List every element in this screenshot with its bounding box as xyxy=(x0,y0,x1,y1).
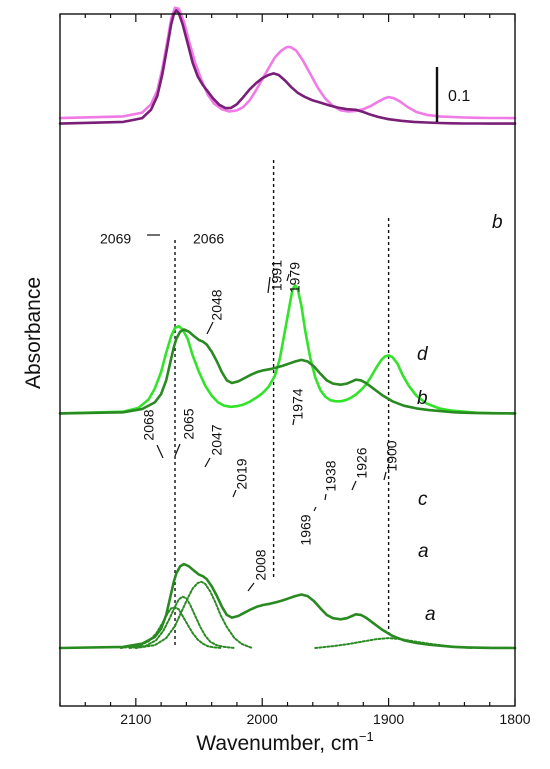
peak-label-2066: 2066 xyxy=(193,231,224,247)
x-tick-label: 1800 xyxy=(499,711,530,727)
x-axis-title-text: Wavenumber, cm xyxy=(196,732,359,755)
peak-label-1969: 1969 xyxy=(298,514,314,545)
peak-label-1991: 1991 xyxy=(269,260,285,291)
peak-leader-2065 xyxy=(174,443,181,457)
axis-group: 2100 2000 1900 1800 xyxy=(59,13,531,727)
series-line-d xyxy=(58,6,517,120)
x-tick-label: 2000 xyxy=(247,711,278,727)
peak-label-2069: 2069 xyxy=(100,231,131,247)
peak-label-2048: 2048 xyxy=(209,289,225,320)
peak-leader-2008 xyxy=(247,582,255,592)
peak-leader-1979 xyxy=(286,273,290,282)
series-line-a-bottom-fit1 xyxy=(119,606,223,649)
trace-letter-b: b xyxy=(417,388,428,409)
peak-leader-1900 xyxy=(383,471,387,481)
peak-leader-1991 xyxy=(267,276,271,294)
scale-bar: 0.1 xyxy=(435,67,470,122)
series-line-a-mid xyxy=(58,328,517,415)
series-line-a-bottom-fit4 xyxy=(314,637,472,649)
scale-bar-label: 0.1 xyxy=(448,88,470,105)
peak-leader-2047 xyxy=(204,457,211,468)
peak-label-1938: 1938 xyxy=(323,460,339,491)
peak-leader-1938 xyxy=(324,493,327,501)
series-line-b xyxy=(58,9,517,125)
series-line-a-bottom-fit2 xyxy=(128,595,236,649)
peak-label-2068: 2068 xyxy=(141,409,157,440)
peak-label-1979: 1979 xyxy=(287,262,303,293)
trace-letter-b-top: b xyxy=(492,212,503,233)
series-line-c xyxy=(58,284,517,415)
peak-leader-2068 xyxy=(156,444,164,459)
peak-leader-1926 xyxy=(351,480,357,491)
trace-letter-d: d xyxy=(417,344,429,365)
peak-label-1900: 1900 xyxy=(384,440,400,471)
y-axis-title: Absorbance xyxy=(22,277,45,389)
peak-label-1974: 1974 xyxy=(290,388,306,419)
x-tick-label: 1900 xyxy=(373,711,404,727)
peak-label-2047: 2047 xyxy=(209,424,225,455)
series-line-a-bottom xyxy=(58,562,517,650)
trace-letter-a-bottom: a xyxy=(425,604,436,625)
peak-leader-1974 xyxy=(292,418,295,426)
trace-letter-c: c xyxy=(418,489,428,510)
x-axis-title-superscript: −1 xyxy=(359,729,374,744)
series-line-a-bottom-fit3 xyxy=(134,580,254,649)
label-group: b d b c a a 2069 2066 2048 1991 1979 2068 2065 2047 20… xyxy=(100,212,503,625)
x-axis-title: Wavenumber, cm−1 xyxy=(196,729,373,755)
peak-label-2065: 2065 xyxy=(181,408,197,439)
plot-area xyxy=(58,6,517,650)
peak-leader-2048 xyxy=(206,321,214,335)
peak-leader-1969 xyxy=(313,506,317,512)
peak-label-2008: 2008 xyxy=(253,549,269,580)
peak-label-2019: 2019 xyxy=(234,458,250,489)
x-tick-label: 2100 xyxy=(120,711,151,727)
peak-leader-2019 xyxy=(232,489,237,498)
trace-letter-a-mid: a xyxy=(418,541,429,562)
peak-label-1926: 1926 xyxy=(354,447,370,478)
